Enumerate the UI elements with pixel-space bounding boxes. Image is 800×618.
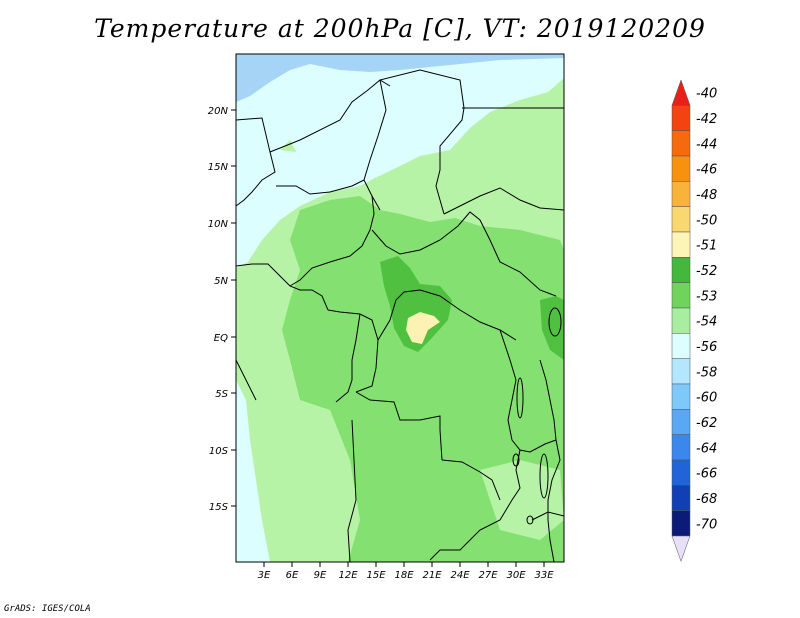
warm-core — [406, 312, 440, 344]
colorbar-level-label: -60 — [696, 391, 717, 406]
lat-label: 5S — [215, 389, 228, 400]
colorbar-swatch — [671, 307, 691, 334]
colorbar-level-label: -52 — [696, 264, 717, 279]
lon-label: 15E — [366, 570, 386, 581]
grads-credit: GrADS: IGES/COLA — [4, 604, 91, 614]
lat-label: 10N — [208, 219, 229, 230]
lat-label: EQ — [214, 333, 228, 344]
colorbar-level-label: -53 — [696, 289, 717, 304]
colorbar-level-label: -68 — [696, 492, 717, 507]
plot-frame — [235, 53, 565, 563]
lakes — [512, 307, 562, 525]
southwest-light-patch — [300, 400, 360, 562]
colorbar-swatch — [671, 510, 691, 537]
colorbar-swatch — [671, 155, 691, 182]
dark-green-core — [380, 256, 452, 352]
colorbar-level-label: -50 — [696, 213, 717, 228]
latitude-labels: 20N 15N 10N 5N EQ 5S 10S 15S — [208, 106, 229, 513]
colorbar-level-label: -64 — [696, 441, 717, 456]
colorbar-level-label: -70 — [696, 517, 717, 532]
lon-label: 21E — [422, 570, 442, 581]
dark-green-east — [540, 296, 564, 360]
colorbar-swatch — [671, 206, 691, 233]
lat-label: 5N — [214, 276, 228, 287]
colorbar-level-label: -48 — [696, 188, 717, 203]
lon-label: 6E — [286, 570, 299, 581]
colorbar-level-label: -51 — [696, 239, 717, 254]
colorbar-swatch — [671, 358, 691, 385]
colorbar-level-label: -40 — [696, 87, 717, 102]
colorbar-swatch — [671, 333, 691, 359]
lon-label: 3E — [258, 570, 271, 581]
colorbar-level-label: -46 — [696, 163, 717, 178]
lon-label: 33E — [534, 570, 554, 581]
colorbar-swatch — [671, 282, 691, 309]
lon-label: 30E — [506, 570, 526, 581]
colorbar-level-label: -56 — [696, 340, 717, 355]
map-title: Temperature at 200hPa [C], VT: 201912020… — [94, 14, 706, 43]
western-coastal-strip — [236, 380, 270, 562]
north-green-patches — [280, 90, 564, 180]
colorbar-swatch — [671, 105, 691, 131]
colorbar-level-label: -62 — [696, 416, 717, 431]
longitude-labels: 3E 6E 9E 12E 15E 18E 21E 24E 27E 30E 33E — [258, 570, 555, 581]
colorbar-swatch — [671, 231, 691, 258]
country-borders — [236, 69, 564, 562]
colorbar-swatch — [671, 130, 691, 157]
colorbar-level-label: -58 — [696, 365, 717, 380]
lon-label: 24E — [450, 570, 470, 581]
colorbar-level-label: -54 — [696, 315, 717, 330]
lat-label: 15S — [209, 502, 229, 513]
colorbar-swatch — [671, 181, 691, 207]
temperature-field — [236, 54, 564, 562]
lon-label: 27E — [478, 570, 498, 581]
lon-label: 9E — [314, 570, 327, 581]
colorbar-under-triangle — [671, 535, 691, 563]
colorbar-swatch — [671, 459, 691, 486]
colorbar-swatch — [671, 409, 691, 435]
cold-region-blue — [236, 54, 564, 102]
colorbar-swatch — [671, 383, 691, 410]
colorbar: -40 -42 -44 -46 -48 -50 -51 -52 -53 -54 -56 -58 -60 -… — [671, 79, 717, 563]
lat-label: 10S — [209, 446, 229, 457]
lon-label: 12E — [338, 570, 358, 581]
colorbar-level-label: -42 — [696, 112, 717, 127]
lon-label: 18E — [394, 570, 414, 581]
colorbar-level-label: -66 — [696, 467, 717, 482]
colorbar-level-label: -44 — [696, 137, 717, 152]
colorbar-swatch — [671, 257, 691, 283]
colorbar-swatch — [671, 79, 691, 106]
axis-ticks — [231, 109, 545, 567]
lat-label: 20N — [208, 106, 229, 117]
colorbar-swatch — [671, 485, 691, 511]
colorbar-swatch — [671, 434, 691, 461]
southeast-light-patch — [480, 460, 564, 540]
lat-label: 15N — [208, 162, 229, 173]
